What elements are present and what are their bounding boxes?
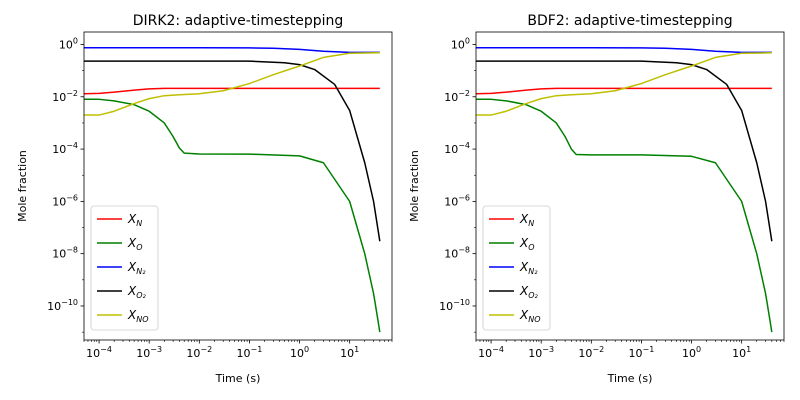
x-tick-label: 10−2 bbox=[578, 345, 604, 360]
y-tick-label: 10−10 bbox=[439, 298, 470, 313]
x-tick-label: 10−1 bbox=[237, 345, 263, 360]
x-tick-label: 10−4 bbox=[86, 345, 112, 360]
y-tick-label: 10−10 bbox=[47, 298, 78, 313]
y-tick-label: 10−4 bbox=[444, 141, 470, 156]
legend-entry: XO bbox=[127, 236, 143, 252]
y-tick-label: 10−8 bbox=[444, 246, 470, 261]
x-axis-label: Time (s) bbox=[607, 372, 653, 385]
series-line-2 bbox=[84, 46, 380, 54]
y-tick-label: 10−6 bbox=[52, 193, 78, 208]
x-tick-label: 100 bbox=[290, 345, 309, 360]
x-tick-label: 10−3 bbox=[528, 345, 554, 360]
x-axis-label: Time (s) bbox=[215, 372, 261, 385]
x-tick-label: 101 bbox=[732, 345, 751, 360]
y-axis-label: Mole fraction bbox=[16, 150, 29, 222]
x-tick-label: 10−3 bbox=[136, 345, 162, 360]
series-line-2 bbox=[476, 46, 772, 54]
y-tick-label: 10−6 bbox=[444, 193, 470, 208]
legend: XN XO XN₂ XO₂ XNO bbox=[482, 205, 551, 331]
legend-entry: XN bbox=[519, 212, 534, 228]
series-line-3 bbox=[476, 60, 773, 242]
legend-entry: XO₂ bbox=[519, 284, 539, 300]
x-tick-label: 100 bbox=[682, 345, 701, 360]
series-line-4 bbox=[476, 52, 772, 116]
legend-entry: XNO bbox=[127, 308, 149, 324]
series-line-1 bbox=[476, 98, 773, 333]
y-tick-label: 100 bbox=[59, 36, 78, 51]
legend-box bbox=[482, 205, 551, 331]
legend-box bbox=[90, 205, 159, 331]
series-line-1 bbox=[84, 98, 381, 333]
chart-title: DIRK2: adaptive-timestepping bbox=[133, 13, 344, 29]
x-tick-label: 10−1 bbox=[629, 345, 655, 360]
y-tick-label: 10−2 bbox=[52, 89, 78, 104]
series-line-0 bbox=[476, 87, 772, 95]
x-tick-label: 10−2 bbox=[186, 345, 212, 360]
chart-title: BDF2: adaptive-timestepping bbox=[527, 13, 732, 29]
x-tick-label: 10−4 bbox=[478, 345, 504, 360]
y-axis-label: Mole fraction bbox=[408, 150, 421, 222]
y-tick-label: 10−8 bbox=[52, 246, 78, 261]
x-tick-label: 101 bbox=[340, 345, 359, 360]
chart-panel-2: 10−4 10−3 10−2 10−1 100 101 10−10 10−8 10−6 10−4 1… bbox=[408, 13, 785, 385]
series-line-0 bbox=[84, 87, 380, 95]
axes-frame bbox=[475, 31, 785, 341]
axes-frame bbox=[83, 31, 393, 341]
chart-panel-1: 10−4 10−3 10−2 10−1 100 101 10−10 10−8 10−6 10−4 1… bbox=[16, 13, 393, 385]
legend-entry: XO₂ bbox=[127, 284, 147, 300]
legend-entry: XNO bbox=[519, 308, 541, 324]
legend-entry: XN₂ bbox=[519, 260, 538, 276]
legend-entry: XO bbox=[519, 236, 535, 252]
legend: XN XO XN₂ XO₂ XNO bbox=[90, 205, 159, 331]
y-tick-label: 100 bbox=[451, 36, 470, 51]
legend-entry: XN₂ bbox=[127, 260, 146, 276]
series-line-4 bbox=[84, 52, 380, 116]
y-tick-label: 10−2 bbox=[444, 89, 470, 104]
legend-entry: XN bbox=[127, 212, 142, 228]
y-tick-label: 10−4 bbox=[52, 141, 78, 156]
series-line-3 bbox=[84, 60, 381, 242]
